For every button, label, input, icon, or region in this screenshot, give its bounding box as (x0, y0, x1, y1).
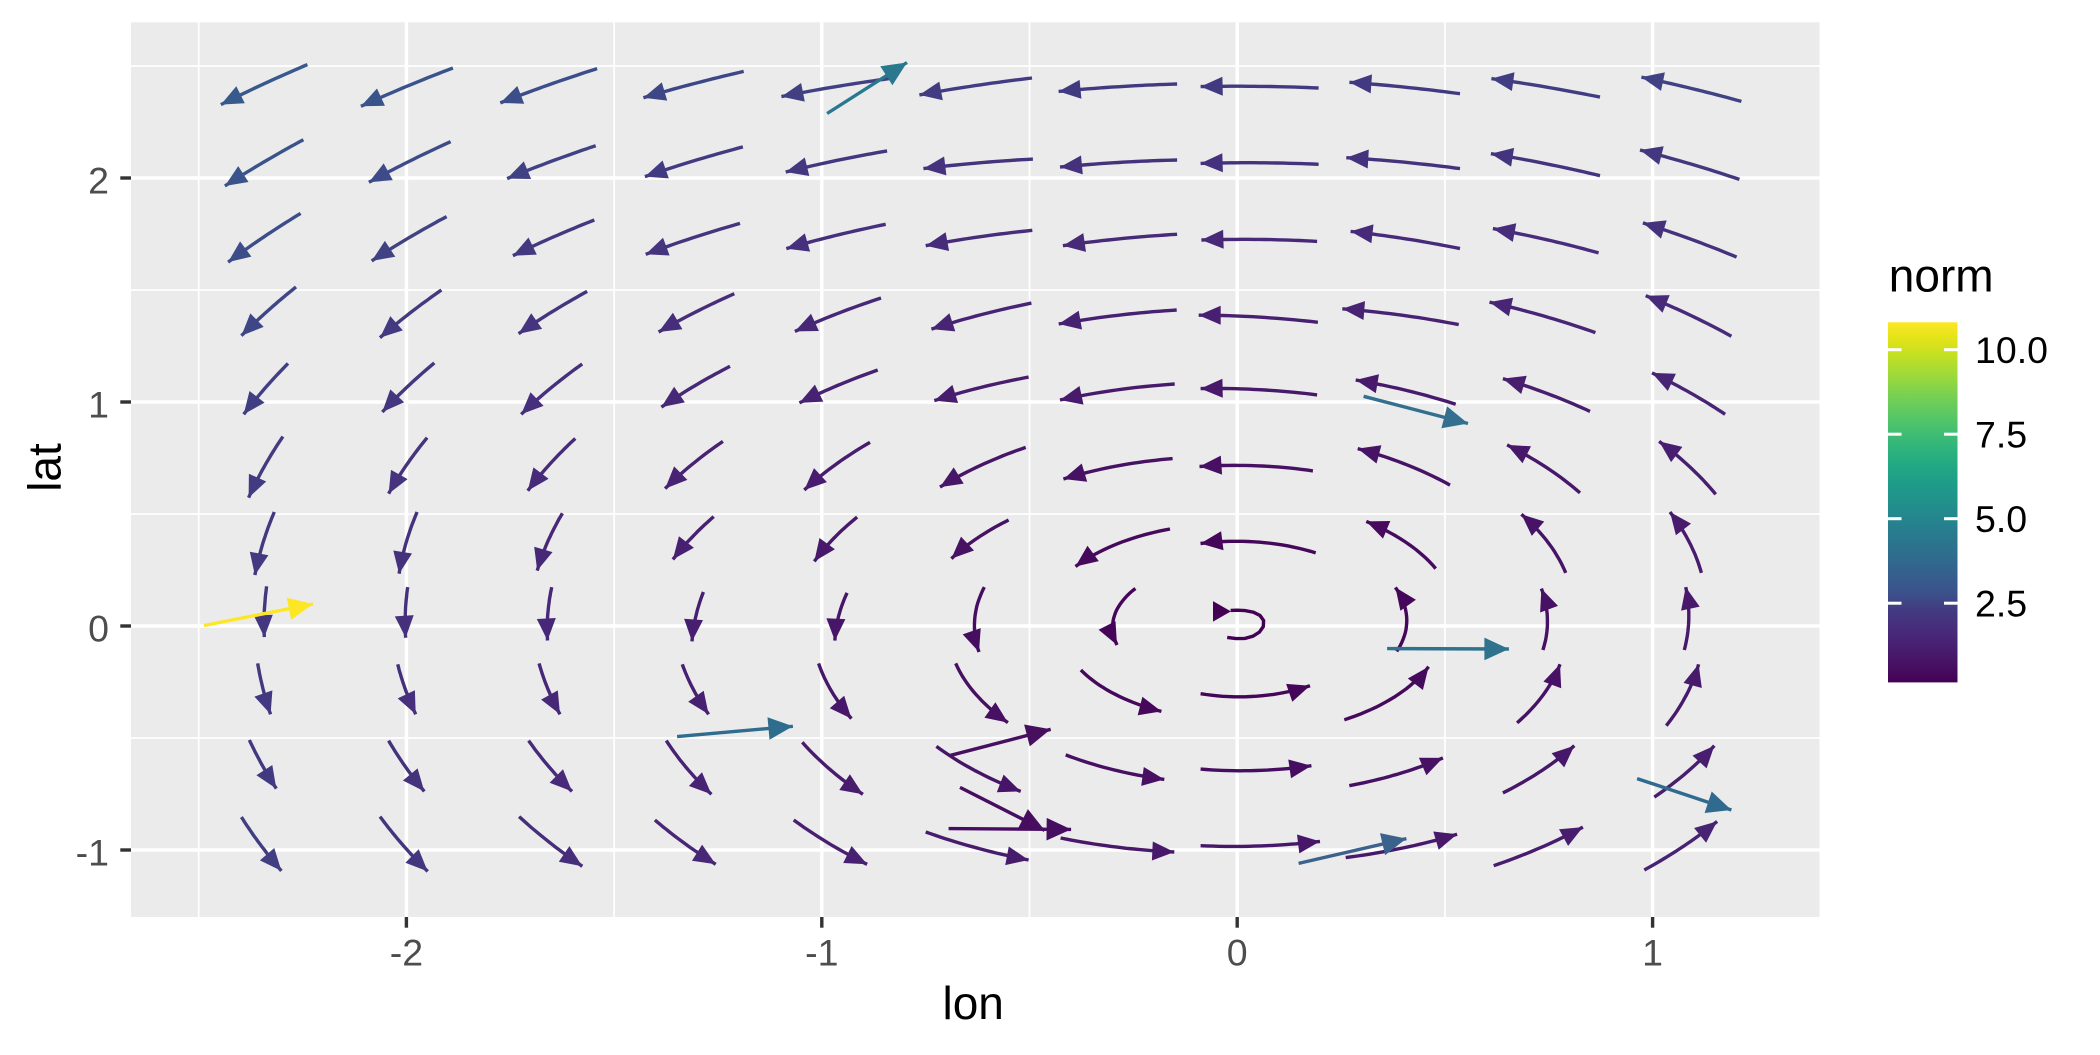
svg-text:-1: -1 (76, 832, 109, 874)
svg-text:0: 0 (1227, 932, 1248, 974)
svg-text:-2: -2 (390, 932, 423, 974)
svg-text:0: 0 (88, 608, 109, 650)
svg-text:norm: norm (1889, 250, 1994, 302)
svg-text:7.5: 7.5 (1975, 414, 2027, 456)
svg-text:10.0: 10.0 (1975, 329, 2048, 371)
svg-text:2: 2 (88, 160, 109, 202)
svg-text:5.0: 5.0 (1975, 498, 2027, 540)
svg-text:-1: -1 (805, 932, 838, 974)
svg-text:1: 1 (88, 384, 109, 426)
svg-text:lon: lon (943, 977, 1004, 1029)
svg-text:1: 1 (1642, 932, 1663, 974)
svg-text:lat: lat (19, 443, 71, 492)
svg-text:2.5: 2.5 (1975, 583, 2027, 625)
